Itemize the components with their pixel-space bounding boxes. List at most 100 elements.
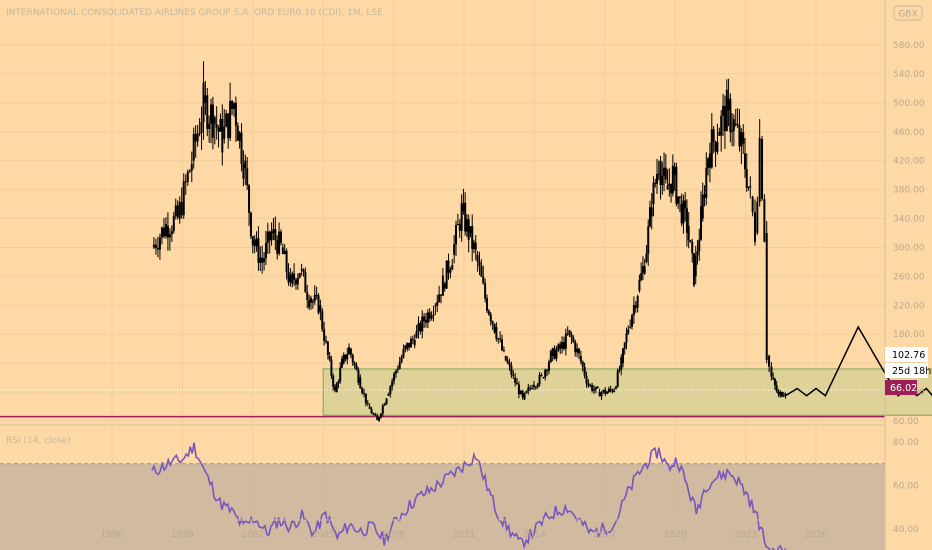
candle-body-233 — [591, 385, 594, 391]
candle-body-189 — [508, 362, 511, 366]
candle-body-100 — [342, 354, 345, 364]
candle-body-249 — [620, 357, 623, 370]
candle-body-40 — [231, 101, 234, 110]
rsi-tick-1: 60.00 — [893, 482, 919, 492]
candle-body-96 — [335, 383, 338, 393]
support-level-text: 66.02 — [890, 383, 917, 394]
countdown-text: 25d 18h — [892, 366, 931, 377]
candle-body-147 — [430, 315, 433, 319]
projection-line — [785, 325, 932, 397]
candle-body-281 — [677, 196, 680, 204]
candle-body-267 — [652, 182, 655, 205]
candle-body-34 — [219, 118, 222, 132]
candle-body-244 — [611, 389, 614, 392]
candle-body-94 — [332, 375, 335, 387]
candle-body-210 — [547, 362, 550, 371]
candle-body-47 — [244, 160, 247, 169]
price-axis[interactable]: 60.00100.00140.00180.00220.00260.00300.0… — [893, 41, 925, 427]
rsi-axis[interactable]: 80.00 60.00 40.00 — [893, 438, 919, 535]
candle-body-21 — [194, 133, 197, 142]
price-tick-12: 540.00 — [893, 70, 925, 80]
candle-body-37 — [225, 113, 228, 127]
price-tick-8: 380.00 — [893, 186, 925, 196]
candle-body-157 — [449, 269, 452, 273]
candle-body-131 — [400, 357, 403, 363]
candle-body-168 — [469, 226, 472, 233]
price-tick-3: 180.00 — [893, 330, 925, 340]
candle-body-212 — [551, 348, 554, 356]
candle-body-63 — [274, 229, 277, 241]
candle-body-79 — [304, 271, 307, 293]
candle-body-304 — [718, 131, 721, 136]
candle-body-156 — [447, 260, 450, 273]
candle-body-140 — [417, 323, 420, 332]
candle-body-160 — [455, 225, 458, 245]
projection-path[interactable] — [785, 146, 932, 399]
candle-body-4 — [160, 227, 163, 238]
candle-body-141 — [419, 323, 422, 332]
candle-body-48 — [246, 168, 249, 186]
candle-body-66 — [279, 231, 282, 243]
candle-body-287 — [687, 225, 690, 241]
candle-body-324 — [756, 202, 759, 233]
candle-body-90 — [325, 340, 328, 342]
candle-body-117 — [374, 414, 377, 416]
candle-body-163 — [460, 203, 463, 231]
candle-body-171 — [474, 242, 477, 250]
candle-body-292 — [696, 251, 699, 256]
price-tick-5: 260.00 — [893, 272, 925, 282]
candle-body-279 — [673, 166, 676, 176]
candle-body-276 — [668, 183, 671, 186]
candle-body-5 — [162, 227, 165, 237]
candle-body-261 — [641, 266, 644, 274]
candle-body-9 — [170, 231, 173, 235]
candle-body-18 — [188, 170, 191, 172]
candle-body-151 — [438, 294, 441, 302]
candle-body-180 — [491, 321, 494, 324]
rsi-tick-2: 40.00 — [893, 525, 919, 535]
candle-body-313 — [734, 123, 737, 125]
candle-body-298 — [707, 158, 710, 169]
candle-body-86 — [317, 295, 320, 314]
candle-body-89 — [323, 329, 326, 341]
candle-body-93 — [330, 359, 333, 376]
candle-body-214 — [555, 350, 558, 359]
candlestick-series[interactable] — [152, 61, 787, 422]
candle-body-190 — [510, 365, 513, 375]
candle-body-144 — [424, 319, 427, 323]
candle-body-192 — [514, 377, 517, 383]
candle-body-62 — [272, 229, 275, 233]
candle-body-69 — [285, 250, 288, 272]
candle-body-75 — [296, 277, 299, 285]
candle-body-333 — [775, 385, 778, 392]
candle-body-74 — [294, 279, 297, 285]
candle-body-331 — [772, 377, 775, 379]
candle-body-41 — [233, 103, 236, 110]
candle-body-196 — [521, 390, 524, 398]
chart-title: INTERNATIONAL CONSOLIDATED AIRLINES GROU… — [6, 8, 383, 18]
time-tick-3: 2005 — [312, 530, 335, 540]
time-axis[interactable]: 1996 1999 2002 2005 2008 2011 2014 2017 2020 2023… — [101, 530, 828, 540]
candle-body-310 — [729, 98, 732, 133]
currency-label[interactable]: GBX — [893, 5, 923, 21]
candle-body-29 — [210, 104, 213, 124]
time-tick-6: 2014 — [523, 530, 546, 540]
candle-body-228 — [581, 361, 584, 367]
candle-body-299 — [708, 153, 711, 168]
candle-body-297 — [705, 168, 708, 198]
candle-body-303 — [716, 142, 719, 152]
candle-body-134 — [406, 342, 409, 349]
candle-body-120 — [379, 413, 382, 418]
candle-body-235 — [594, 386, 597, 390]
candle-body-320 — [747, 186, 750, 188]
candle-body-270 — [657, 173, 660, 175]
candle-body-238 — [600, 392, 603, 397]
rsi-series[interactable] — [151, 442, 787, 550]
candle-body-243 — [609, 388, 612, 390]
candle-body-165 — [464, 202, 467, 232]
candle-body-283 — [680, 204, 683, 224]
candle-body-124 — [387, 394, 390, 396]
candle-body-336 — [780, 392, 783, 397]
support-zone[interactable] — [322, 368, 932, 416]
